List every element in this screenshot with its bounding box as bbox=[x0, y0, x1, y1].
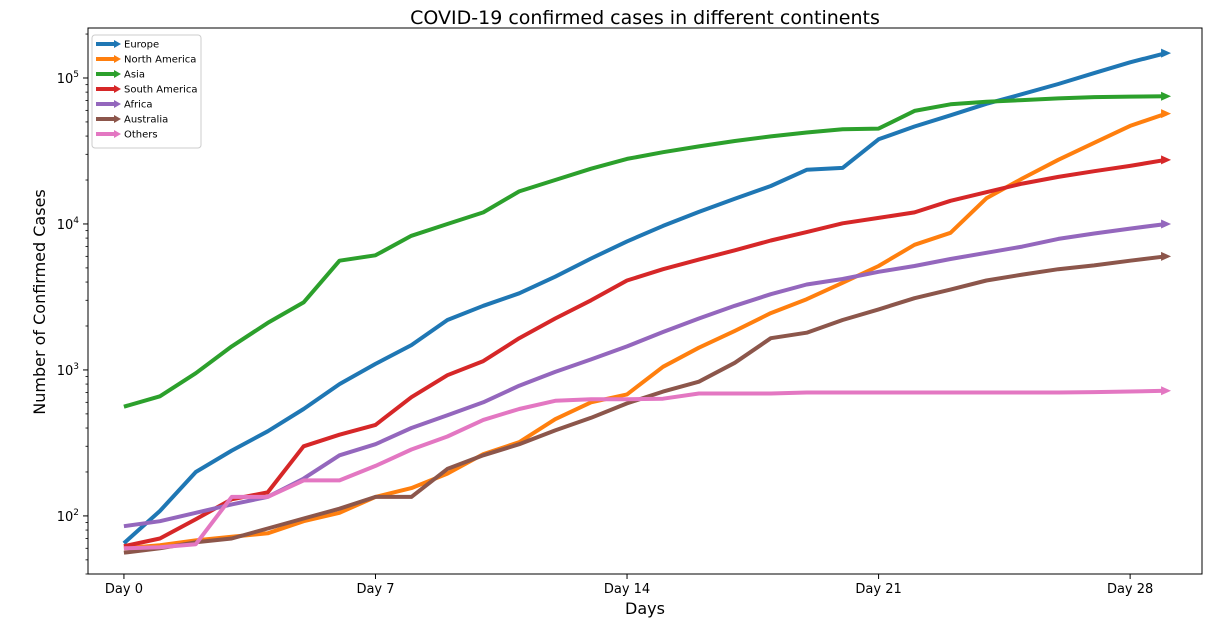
y-axis-label: Number of Confirmed Cases bbox=[30, 189, 49, 415]
series-end-marker-1 bbox=[1161, 109, 1172, 119]
chart-title: COVID-19 confirmed cases in different co… bbox=[410, 7, 880, 29]
legend-label: Europe bbox=[124, 40, 159, 51]
legend-label: Asia bbox=[124, 70, 145, 81]
series-end-marker-6 bbox=[1161, 386, 1172, 396]
series-line-6 bbox=[123, 388, 1167, 551]
x-axis-label: Days bbox=[625, 599, 665, 618]
series-end-marker-5 bbox=[1161, 251, 1172, 261]
series-line-3 bbox=[123, 157, 1167, 549]
legend-swatch-marker bbox=[114, 40, 121, 48]
legend-swatch-marker bbox=[114, 115, 121, 123]
series-end-marker-2 bbox=[1161, 91, 1172, 101]
legend-label: South America bbox=[124, 85, 198, 96]
legend-label: Others bbox=[124, 130, 158, 141]
legend: Europe North America Asia South America Afri… bbox=[91, 34, 202, 149]
x-tick-label: Day 14 bbox=[604, 582, 650, 597]
series-end-marker-3 bbox=[1161, 155, 1172, 165]
series-line-4 bbox=[123, 222, 1167, 529]
y-tick-label: 102 bbox=[57, 508, 79, 525]
legend-label: North America bbox=[124, 55, 196, 66]
legend-swatch-marker bbox=[114, 85, 121, 93]
legend-swatch-marker bbox=[114, 130, 121, 138]
x-tick-label: Day 28 bbox=[1107, 582, 1153, 597]
plot-frame bbox=[87, 27, 1203, 575]
series-line-0 bbox=[122, 51, 1167, 545]
series-line-2 bbox=[123, 94, 1167, 409]
series-lines bbox=[122, 48, 1172, 555]
legend-swatch-marker bbox=[114, 55, 121, 63]
axis-ticks: Day 0 Day 7 Day 14 Day 21 Day 28 102 103 104 105 bbox=[57, 33, 1153, 597]
y-tick-label: 103 bbox=[57, 362, 79, 379]
series-line-5 bbox=[123, 254, 1167, 555]
y-tick-label: 105 bbox=[57, 70, 79, 87]
x-tick-label: Day 21 bbox=[855, 582, 901, 597]
legend-swatch-marker bbox=[114, 70, 121, 78]
legend-swatch-marker bbox=[114, 100, 121, 108]
x-tick-label: Day 0 bbox=[105, 582, 143, 597]
x-tick-label: Day 7 bbox=[356, 582, 394, 597]
series-end-marker-4 bbox=[1161, 219, 1172, 229]
legend-label: Africa bbox=[124, 100, 153, 111]
y-tick-label: 104 bbox=[57, 216, 80, 233]
series-end-marker-0 bbox=[1161, 48, 1172, 58]
series-line-1 bbox=[123, 111, 1167, 551]
legend-label: Australia bbox=[124, 115, 168, 126]
